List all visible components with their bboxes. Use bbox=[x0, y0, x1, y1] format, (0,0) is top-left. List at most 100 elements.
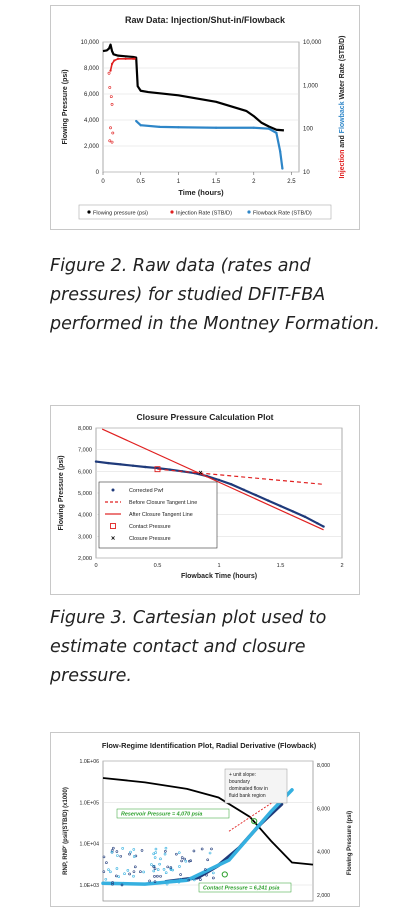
corrected-pwf-point bbox=[254, 493, 258, 497]
legend-item-closure-pressure: × Closure Pressure bbox=[111, 536, 171, 543]
corrected-pwf-point bbox=[119, 463, 122, 466]
y2-tick-label: 10,000 bbox=[303, 40, 322, 46]
injection-point bbox=[111, 131, 115, 135]
injection-point bbox=[110, 103, 114, 106]
rnp-scatter-point bbox=[156, 874, 159, 878]
y-axis-label: Flowing Pressure (psi) bbox=[58, 455, 65, 530]
corrected-pwf-point bbox=[242, 488, 245, 491]
flowback-point bbox=[275, 131, 278, 134]
unit-slope-annotation-box bbox=[224, 768, 288, 804]
rnp-scatter-point bbox=[171, 868, 174, 872]
flowback-point bbox=[279, 150, 282, 153]
contact-pressure-annotation: Contact Pressure = 6,241 psia bbox=[203, 886, 280, 892]
injection-point bbox=[124, 57, 127, 60]
y2-tick-label: 8,000 bbox=[317, 763, 330, 769]
rnp-scatter-point bbox=[128, 872, 131, 876]
rnp-scatter-point bbox=[116, 854, 119, 857]
rnp-scatter-point bbox=[180, 859, 183, 863]
y2-tick-label: 1,000 bbox=[303, 83, 319, 89]
unit-slope-line-1: + unit slope: bbox=[229, 772, 256, 778]
rnp-scatter-point bbox=[179, 877, 182, 881]
reservoir-pressure-box bbox=[116, 808, 230, 819]
x-tick-label: 2.5 bbox=[287, 179, 296, 185]
rnp-scatter-point bbox=[169, 866, 173, 869]
x-tick-label: 2 bbox=[340, 563, 343, 569]
rnp-scatter-point bbox=[189, 859, 192, 863]
rnp-scatter-point bbox=[102, 855, 106, 859]
rnp-scatter-point bbox=[192, 849, 196, 853]
unit-slope-annotation: + unit slope: boundary dominated flow in… bbox=[229, 772, 269, 799]
y-tick-label: 1.0E+03 bbox=[80, 883, 100, 889]
legend-label-corrected-pwf: Corrected Pwf bbox=[129, 488, 164, 494]
y2-tick-label: 100 bbox=[303, 127, 314, 133]
chart-title: Raw Data: Injection/Shut-in/Flowback bbox=[125, 15, 286, 25]
rnp-scatter-point bbox=[154, 847, 158, 851]
corrected-pwf-point bbox=[303, 515, 307, 519]
corrected-pwf-point bbox=[94, 460, 98, 463]
x-tick-label: 0.5 bbox=[154, 563, 162, 569]
y-tick-label: 8,000 bbox=[84, 66, 100, 72]
reservoir-pressure-annotation: Reservoir Pressure = 4,070 psia bbox=[121, 812, 202, 818]
contact-pressure-marker bbox=[154, 466, 161, 473]
rnp-scatter-point bbox=[117, 875, 121, 878]
pressure-curve bbox=[102, 777, 314, 866]
rnp-scatter-point bbox=[156, 868, 160, 871]
flowback-point bbox=[177, 126, 180, 129]
y2-tick-label: 2,000 bbox=[317, 893, 330, 899]
rnp-scatter-point bbox=[187, 878, 191, 882]
y-tick-label: 8,000 bbox=[78, 426, 92, 432]
y2-axis-label: Flowing Pressure (psi) bbox=[347, 811, 353, 875]
legend-item-before-closure: Before Closure Tangent Line bbox=[105, 500, 197, 506]
y2-label-rest: Water Rate (STB/D) bbox=[339, 36, 346, 102]
corrected-pwf-point bbox=[230, 483, 233, 486]
rnp-scatter-point bbox=[126, 869, 130, 872]
y2-axis-label: Injection and Flowback Water Rate (STB/D… bbox=[339, 36, 346, 179]
legend-item-pressure: Flowing pressure (psi) bbox=[87, 210, 148, 216]
corrected-pwf-point bbox=[131, 464, 135, 467]
contact-pressure-box bbox=[198, 882, 292, 893]
rnp-scatter-point bbox=[148, 879, 151, 883]
rnp-scatter-point bbox=[175, 852, 178, 856]
rnp-scatter-point bbox=[129, 850, 132, 854]
corrected-pwf-point bbox=[107, 461, 110, 465]
injection-point bbox=[110, 62, 114, 65]
rnp-scatter-point bbox=[164, 871, 168, 875]
legend-marker-pressure bbox=[87, 210, 91, 214]
rnp-scatter-point bbox=[133, 865, 137, 869]
injection-point bbox=[110, 140, 114, 144]
flowback-point bbox=[139, 124, 142, 127]
rnp-scatter-point bbox=[152, 869, 156, 873]
x-axis-label: Time (hours) bbox=[178, 188, 224, 197]
y2-label-and: and bbox=[339, 133, 346, 149]
corrected-pwf-point bbox=[322, 525, 325, 528]
legend-label-before-closure: Before Closure Tangent Line bbox=[129, 500, 197, 506]
rnp-scatter-point bbox=[128, 852, 131, 856]
rnp-scatter-point bbox=[121, 882, 124, 885]
rnp-scatter-point bbox=[178, 865, 181, 868]
injection-point bbox=[109, 126, 112, 130]
rnp-scatter-point bbox=[210, 847, 213, 851]
unit-slope-line-2: boundary bbox=[229, 779, 250, 785]
unit-slope-line-4: fluid bank region bbox=[229, 793, 266, 799]
pressure-series-line bbox=[102, 43, 285, 132]
figure-3-chart: Closure Pressure Calculation Plot 2,000 3… bbox=[50, 405, 360, 595]
legend-item-flowback: Flowback Rate (STB/D) bbox=[247, 210, 312, 216]
rnp-scatter-point bbox=[177, 851, 181, 854]
rnp-line bbox=[101, 788, 294, 886]
y-tick-label: 2,000 bbox=[84, 144, 100, 150]
rnp-scatter-point bbox=[177, 880, 181, 884]
legend-item-after-closure: After Closure Tangent Line bbox=[105, 512, 193, 518]
chart-title: Flow-Regime Identification Plot, Radial … bbox=[102, 741, 317, 750]
after-closure-tangent-line bbox=[101, 428, 324, 531]
legend-label-after-closure: After Closure Tangent Line bbox=[129, 512, 193, 518]
legend-marker-contact-pressure bbox=[110, 523, 116, 529]
rnp-scatter-point bbox=[109, 870, 112, 874]
injection-point bbox=[109, 95, 113, 99]
flowback-point bbox=[158, 125, 161, 128]
x-tick-label: 0 bbox=[94, 563, 97, 569]
corrected-pwf-line bbox=[95, 460, 325, 528]
flowback-point bbox=[281, 167, 284, 170]
y-tick-label: 10,000 bbox=[81, 40, 100, 46]
rnp-scatter-point bbox=[206, 858, 209, 862]
x-tick-label: 1 bbox=[217, 563, 220, 569]
